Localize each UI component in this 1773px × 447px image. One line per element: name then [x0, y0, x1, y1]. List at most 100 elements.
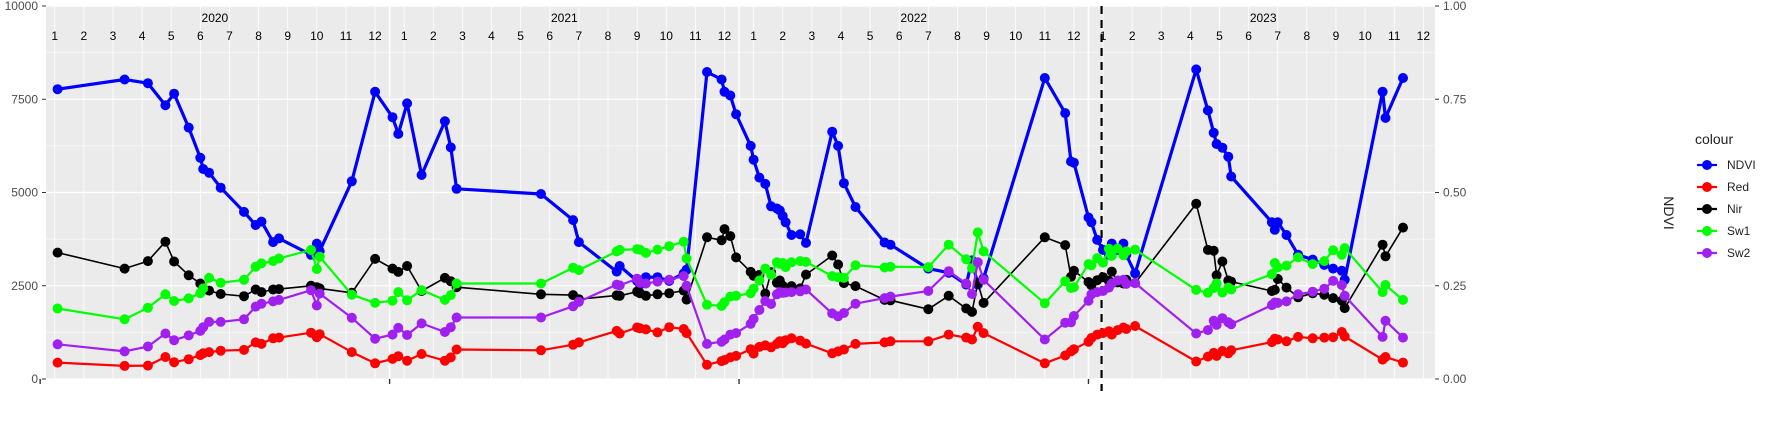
data-point-ndvi — [402, 98, 413, 109]
data-point-sw2 — [1226, 319, 1237, 330]
data-point-ndvi — [346, 176, 357, 187]
data-point-sw1 — [943, 239, 954, 250]
data-point-ndvi — [311, 238, 322, 249]
data-point-nir — [967, 306, 977, 317]
month-label: 3 — [110, 29, 117, 43]
data-point-sw1 — [573, 265, 584, 276]
data-point-red — [664, 322, 675, 333]
data-point-nir — [183, 270, 194, 281]
data-point-sw2 — [1068, 311, 1079, 321]
year-label: 2021 — [551, 11, 578, 25]
month-label: 5 — [1216, 29, 1223, 43]
data-point-nir — [731, 252, 742, 263]
data-point-nir — [1281, 282, 1292, 293]
data-point-red — [1130, 321, 1141, 331]
data-point-red — [1293, 331, 1304, 342]
data-point-red — [416, 349, 427, 359]
data-point-nir — [716, 235, 727, 246]
right-tick-label: 1.00 — [1443, 0, 1467, 13]
data-point-ndvi — [1269, 224, 1280, 235]
data-point-ndvi — [568, 215, 579, 226]
data-point-sw2 — [664, 274, 675, 285]
data-point-red — [119, 360, 130, 371]
data-point-red — [978, 328, 989, 339]
data-point-sw2 — [402, 330, 413, 340]
data-point-ndvi — [1380, 112, 1391, 123]
data-point-nir — [681, 294, 692, 305]
data-point-ndvi — [1191, 64, 1202, 75]
data-point-sw2 — [972, 257, 983, 268]
data-point-red — [239, 344, 249, 355]
data-point-nir — [978, 297, 989, 308]
legend-label: NDVI — [1727, 158, 1756, 172]
data-point-sw2 — [311, 300, 322, 311]
data-point-sw1 — [346, 289, 357, 300]
month-label: 3 — [1158, 29, 1165, 43]
data-point-red — [1328, 332, 1339, 343]
data-point-ndvi — [885, 239, 896, 250]
data-point-sw2 — [1336, 280, 1347, 290]
data-point-sw2 — [923, 286, 934, 296]
month-label: 4 — [139, 29, 146, 43]
legend-item-red: Red — [1697, 180, 1749, 194]
month-label: 6 — [197, 29, 204, 43]
data-point-ndvi — [387, 112, 398, 123]
data-point-sw1 — [204, 272, 215, 283]
data-point-sw2 — [1211, 319, 1222, 330]
data-point-red — [346, 347, 357, 358]
month-label: 8 — [1304, 29, 1311, 43]
data-point-nir — [274, 284, 284, 295]
data-point-sw2 — [1398, 332, 1408, 343]
data-point-sw2 — [1307, 286, 1318, 297]
data-point-sw1 — [169, 296, 180, 306]
data-point-sw1 — [256, 258, 267, 269]
legend-key-point — [1702, 160, 1712, 170]
data-point-sw1 — [198, 283, 209, 294]
data-point-red — [885, 336, 896, 347]
data-point-sw1 — [1191, 284, 1202, 295]
month-label: 5 — [867, 29, 874, 43]
data-point-red — [748, 348, 759, 359]
data-point-nir — [1377, 239, 1388, 250]
data-point-ndvi — [239, 206, 249, 217]
legend-label: Red — [1727, 180, 1749, 194]
data-point-sw2 — [702, 338, 712, 349]
data-point-sw1 — [652, 244, 663, 255]
data-point-sw1 — [885, 261, 896, 272]
data-point-sw1 — [183, 293, 194, 304]
data-point-red — [370, 358, 381, 369]
data-point-nir — [52, 247, 63, 258]
data-point-red — [972, 321, 983, 332]
data-point-sw2 — [1380, 315, 1391, 326]
data-point-sw1 — [838, 272, 849, 283]
data-point-sw2 — [1377, 331, 1388, 342]
data-point-nir — [1380, 251, 1391, 262]
data-point-red — [256, 338, 267, 349]
month-label: 5 — [517, 29, 524, 43]
data-point-sw2 — [1328, 275, 1339, 286]
data-point-sw1 — [961, 254, 972, 265]
data-point-sw2 — [801, 284, 811, 295]
data-point-sw1 — [748, 283, 759, 294]
data-point-sw2 — [160, 328, 171, 339]
month-label: 2 — [81, 29, 88, 43]
data-point-red — [1307, 333, 1318, 344]
data-point-sw1 — [1211, 278, 1222, 289]
data-point-sw1 — [451, 278, 462, 289]
data-point-nir — [142, 256, 153, 267]
data-point-sw1 — [416, 285, 427, 296]
data-point-sw1 — [978, 246, 989, 257]
data-point-ndvi — [183, 122, 194, 133]
data-point-nir — [1208, 245, 1219, 256]
data-point-sw1 — [1121, 246, 1132, 257]
left-tick-label: 10000 — [5, 0, 39, 13]
data-point-sw2 — [274, 294, 284, 305]
data-point-nir — [169, 256, 180, 267]
legend-item-ndvi: NDVI — [1697, 158, 1756, 172]
data-point-nir — [239, 291, 249, 302]
data-point-sw1 — [1106, 250, 1117, 261]
data-point-ndvi — [1092, 234, 1103, 245]
left-tick-label: 2500 — [11, 279, 38, 293]
